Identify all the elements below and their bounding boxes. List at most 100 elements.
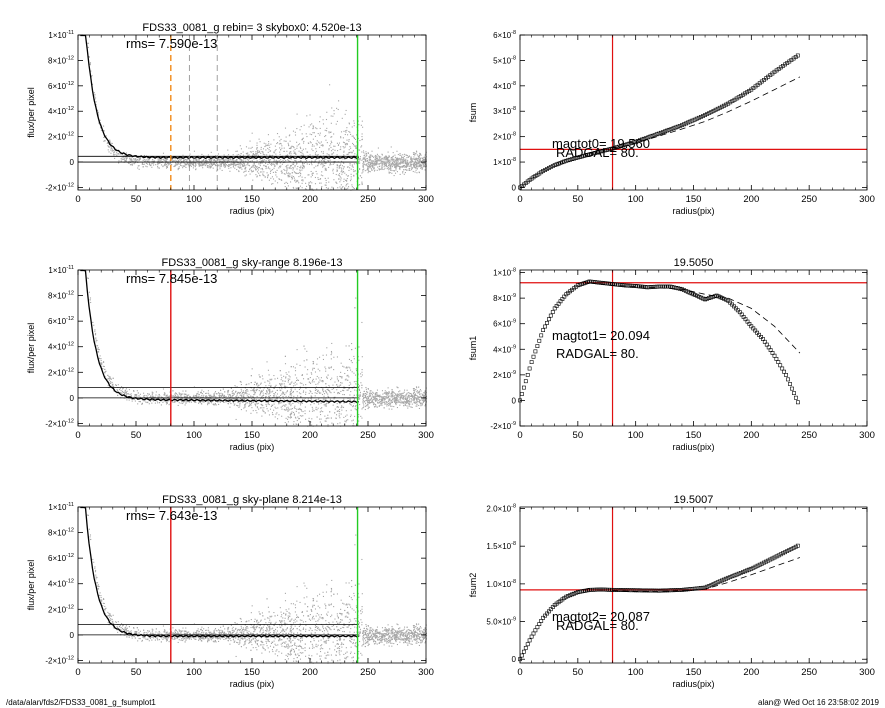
sample-point [289, 140, 291, 142]
sample-point [322, 381, 324, 383]
sample-point [209, 163, 211, 165]
sample-point [340, 382, 342, 384]
sample-point [390, 405, 392, 407]
sample-point [210, 399, 212, 401]
sample-point [117, 153, 119, 155]
sample-point [275, 160, 277, 162]
sample-point [309, 141, 311, 143]
sample-point [118, 160, 120, 162]
sample-point [281, 384, 283, 386]
sample-point [320, 377, 322, 379]
sample-point [342, 137, 344, 139]
sample-point [395, 399, 397, 401]
sample-point [296, 398, 298, 400]
sample-point [299, 387, 302, 389]
sample-point [296, 187, 299, 189]
sample-point [121, 153, 123, 155]
sample-point [248, 158, 250, 160]
sample-point [247, 390, 249, 392]
sample-point [166, 159, 168, 161]
sample-point [183, 401, 185, 403]
y-tick-label: 3×10-8 [493, 106, 516, 116]
sample-point [424, 394, 427, 396]
sample-point [362, 169, 364, 171]
sample-point [416, 172, 418, 174]
sample-point [286, 172, 288, 175]
sample-point [348, 122, 350, 124]
sample-point [270, 169, 272, 171]
sample-point [191, 397, 193, 399]
sample-point [179, 396, 181, 399]
sample-point [256, 384, 258, 386]
sample-point [324, 405, 326, 407]
sample-point [375, 403, 377, 406]
sample-point [338, 167, 340, 169]
sample-point [270, 155, 272, 157]
sample-point [121, 158, 123, 161]
y-tick-exponent: -8 [511, 30, 516, 36]
sample-point [139, 158, 141, 160]
sample-point [279, 383, 281, 385]
sample-point [411, 161, 413, 163]
sample-point [394, 400, 396, 402]
radgal-label: RADGAL= 80. [556, 145, 639, 160]
sample-point [368, 156, 370, 158]
sample-point [319, 178, 321, 180]
sample-point [299, 169, 301, 171]
sample-point [274, 145, 276, 147]
sample-point [333, 369, 335, 371]
sample-point [402, 161, 405, 163]
sample-point [125, 156, 127, 158]
sample-point [294, 151, 296, 153]
sample-point [406, 399, 408, 401]
sample-point [286, 166, 288, 168]
sample-point [350, 391, 352, 393]
sample-point [330, 115, 332, 117]
sample-point [386, 166, 388, 168]
sample-point [125, 160, 127, 162]
sample-point [348, 123, 351, 125]
sample-point [353, 145, 355, 147]
sample-point [336, 142, 338, 144]
sample-point [418, 172, 420, 174]
sample-point [243, 391, 245, 394]
sample-point [316, 358, 319, 360]
sample-point [263, 175, 265, 177]
sample-point [253, 390, 255, 392]
sample-point [319, 127, 321, 129]
sample-point [325, 354, 328, 356]
sample-point [349, 394, 351, 396]
sample-point [386, 156, 388, 158]
sample-point [286, 390, 289, 392]
sample-point [147, 401, 149, 403]
sample-point [339, 376, 342, 378]
sample-point [302, 411, 304, 413]
y-tick-exponent: -11 [66, 30, 74, 36]
sample-point [312, 144, 314, 146]
sample-point [353, 358, 355, 360]
sample-point [339, 392, 341, 395]
sample-point [287, 378, 289, 380]
sample-point [363, 152, 365, 154]
sample-point [362, 395, 364, 397]
sample-point [308, 181, 310, 183]
sample-point [159, 398, 161, 400]
sample-point [336, 182, 338, 184]
sample-point [416, 395, 418, 397]
sample-point [391, 172, 393, 174]
sample-point [336, 376, 338, 378]
sample-point [359, 139, 361, 142]
sample-point [298, 392, 301, 394]
sample-point [402, 392, 404, 394]
sample-point [314, 135, 317, 137]
sample-point [297, 144, 300, 146]
sample-point [254, 403, 256, 405]
sample-point [256, 407, 259, 409]
sample-point [272, 171, 274, 173]
y-tick-label: 2×10-12 [48, 132, 74, 142]
sample-point [325, 118, 328, 121]
sample-point [395, 167, 397, 169]
sample-point [411, 160, 413, 162]
sample-point [121, 157, 123, 159]
sample-point [332, 152, 335, 154]
